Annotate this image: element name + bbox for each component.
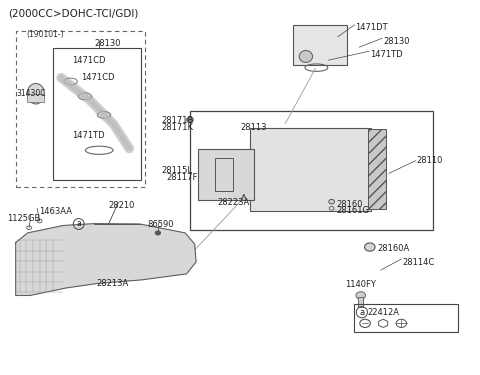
Polygon shape — [16, 224, 196, 296]
Text: 28161G: 28161G — [336, 207, 370, 216]
Text: 31430C: 31430C — [17, 89, 46, 98]
Text: (2000CC>DOHC-TCI/GDI): (2000CC>DOHC-TCI/GDI) — [9, 8, 139, 18]
Text: 28114C: 28114C — [402, 258, 434, 267]
Text: 28113: 28113 — [240, 123, 266, 132]
Text: 1471TD: 1471TD — [72, 131, 105, 140]
Circle shape — [356, 292, 365, 299]
Text: 28171B: 28171B — [161, 116, 193, 125]
Text: a: a — [360, 308, 364, 317]
Circle shape — [156, 231, 160, 235]
Text: 28223A: 28223A — [217, 198, 249, 207]
Circle shape — [364, 243, 375, 251]
FancyBboxPatch shape — [198, 149, 254, 200]
Text: (190101-): (190101-) — [26, 30, 64, 39]
Text: 1471TD: 1471TD — [370, 50, 402, 59]
Text: 28130: 28130 — [383, 37, 409, 46]
Bar — [368, 129, 386, 209]
Text: 28110: 28110 — [417, 156, 443, 165]
Text: 1140FY: 1140FY — [345, 280, 376, 289]
Text: 1125GB: 1125GB — [7, 213, 40, 222]
Text: 22412A: 22412A — [367, 309, 399, 318]
Text: 28160: 28160 — [336, 200, 363, 209]
Text: 1463AA: 1463AA — [38, 207, 72, 216]
Text: 1471DT: 1471DT — [356, 23, 388, 32]
Bar — [354, 304, 457, 332]
Text: 28115L: 28115L — [161, 166, 192, 175]
Text: 28171K: 28171K — [161, 123, 193, 132]
FancyBboxPatch shape — [293, 25, 347, 65]
Text: 1471CD: 1471CD — [72, 57, 106, 66]
Text: 28117F: 28117F — [166, 173, 197, 182]
Bar — [215, 159, 233, 191]
FancyBboxPatch shape — [250, 128, 371, 211]
Text: a: a — [76, 219, 81, 228]
Text: 86590: 86590 — [147, 220, 173, 229]
Text: 28160A: 28160A — [377, 244, 410, 254]
Bar — [27, 94, 44, 102]
Text: 28213A: 28213A — [97, 279, 129, 288]
Text: 28210: 28210 — [109, 201, 135, 210]
Circle shape — [329, 200, 335, 204]
Bar — [359, 297, 363, 307]
Circle shape — [187, 117, 193, 122]
Ellipse shape — [27, 84, 44, 104]
Ellipse shape — [299, 51, 312, 62]
Text: 28130: 28130 — [95, 39, 121, 48]
Text: 1471CD: 1471CD — [82, 73, 115, 82]
